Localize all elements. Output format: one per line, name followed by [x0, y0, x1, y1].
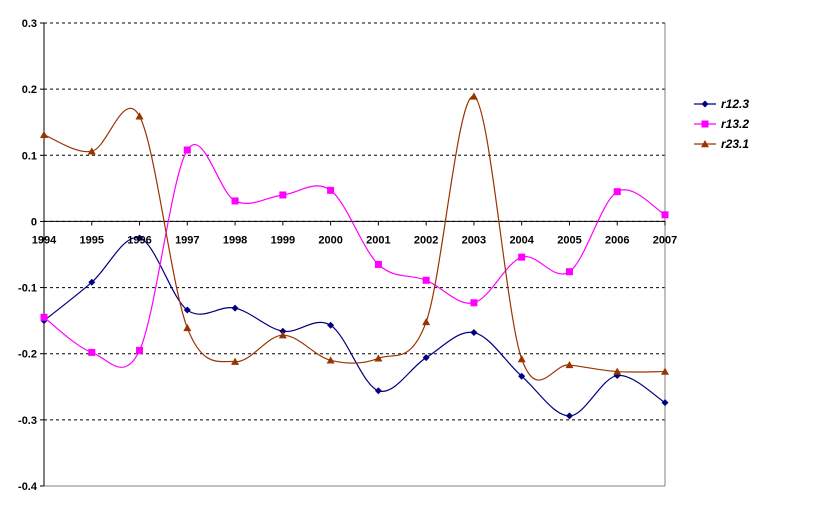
x-tick-label: 1999 — [271, 234, 295, 246]
legend: r12.3 r13.2 r23.1 — [694, 97, 749, 151]
tick-labels: 0.3 0.2 0.1 0 -0.1 -0.2 -0.3 -0.4 1994 1995 1996 19… — [18, 18, 677, 493]
y-tick-label: -0.3 — [18, 415, 37, 427]
data-point-r23-1 — [135, 112, 144, 120]
x-tick-label: 2007 — [653, 234, 677, 246]
data-point-r23-1 — [565, 360, 574, 369]
data-point-r12-3 — [565, 412, 573, 420]
y-tick-label: 0.1 — [22, 150, 37, 162]
data-point-r13-2 — [518, 253, 526, 261]
data-point-r12-3 — [374, 387, 382, 395]
data-point-r13-2 — [183, 146, 191, 154]
data-point-r12-3 — [327, 321, 335, 329]
data-point-r23-1 — [183, 323, 192, 332]
data-point-r23-1 — [661, 367, 669, 375]
data-point-r12-3 — [231, 304, 239, 312]
x-tick-label: 1996 — [127, 234, 151, 246]
x-tick-label: 2004 — [509, 234, 534, 246]
legend-marker-r12-3 — [701, 100, 709, 108]
data-point-r13-2 — [565, 268, 573, 276]
data-point-r12-3 — [470, 329, 478, 337]
data-point-r12-3 — [136, 234, 144, 242]
data-point-r13-2 — [470, 299, 478, 307]
x-tick-label: 1998 — [223, 234, 247, 246]
series-line-r12-3 — [43, 237, 666, 417]
data-point-r13-2 — [279, 191, 287, 199]
data-point-r13-2 — [136, 346, 144, 354]
series-lines — [40, 92, 669, 420]
x-tick-label: 1995 — [80, 234, 104, 246]
y-tick-label: 0.3 — [22, 18, 37, 30]
data-point-r23-1 — [613, 367, 622, 375]
data-point-r12-3 — [518, 372, 526, 380]
data-point-r13-2 — [40, 313, 48, 321]
x-tick-label: 2000 — [318, 234, 342, 246]
data-point-r12-3 — [422, 354, 430, 362]
series-line-r13-2 — [43, 144, 666, 368]
data-point-r13-2 — [88, 348, 96, 356]
x-tick-label: 2001 — [366, 234, 390, 246]
data-point-r23-1 — [231, 357, 240, 365]
legend-marker-r13-2 — [701, 120, 709, 128]
data-point-r13-2 — [374, 260, 382, 268]
x-tick-label: 2006 — [605, 234, 629, 246]
x-tick-label: 1994 — [32, 234, 57, 246]
data-point-r23-1 — [517, 355, 526, 363]
data-point-r23-1 — [278, 331, 287, 339]
data-point-r12-3 — [183, 306, 191, 314]
x-tick-label: 2003 — [462, 234, 486, 246]
data-point-r23-1 — [40, 130, 48, 138]
data-point-r12-3 — [88, 278, 96, 286]
data-point-r12-3 — [661, 399, 669, 407]
y-tick-label: 0.2 — [22, 84, 37, 96]
y-tick-label: -0.2 — [18, 349, 37, 361]
data-point-r13-2 — [422, 276, 430, 284]
axes — [40, 22, 666, 487]
legend-label-r13-2: r13.2 — [721, 117, 749, 131]
data-point-r13-2 — [231, 197, 239, 205]
x-tick-label: 2002 — [414, 234, 438, 246]
data-point-r13-2 — [613, 188, 621, 196]
data-point-r13-2 — [661, 211, 669, 219]
data-point-r23-1 — [326, 356, 335, 364]
data-point-r23-1 — [469, 92, 478, 100]
y-tick-label: -0.4 — [18, 481, 38, 493]
x-tick-label: 2005 — [557, 234, 581, 246]
data-point-r23-1 — [87, 147, 96, 155]
data-point-r23-1 — [422, 317, 431, 326]
x-tick-label: 1997 — [175, 234, 199, 246]
data-point-r13-2 — [327, 186, 335, 194]
legend-label-r23-1: r23.1 — [721, 137, 749, 151]
legend-label-r12-3: r12.3 — [721, 97, 749, 111]
y-tick-label: -0.1 — [18, 283, 37, 295]
y-tick-label: 0 — [31, 216, 37, 228]
data-point-r23-1 — [374, 354, 383, 362]
legend-marker-r23-1 — [701, 140, 709, 148]
